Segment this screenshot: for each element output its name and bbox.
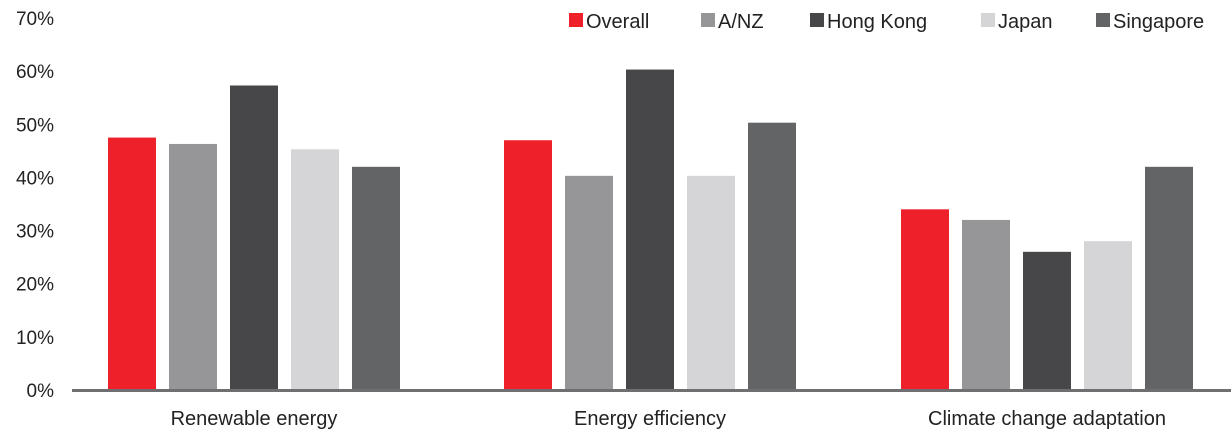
y-axis-ticks: 0% 10% 20% 30% 40% 50% 60% 70%: [16, 9, 54, 402]
legend: Overall A/NZ Hong Kong Japan Singapore: [569, 11, 1204, 33]
y-tick-label: 40%: [16, 168, 54, 189]
legend-label: Japan: [998, 11, 1053, 33]
y-tick-label: 20%: [16, 275, 54, 296]
bar: [1023, 252, 1071, 390]
bar: [291, 149, 339, 390]
y-tick-label: 70%: [16, 9, 54, 30]
legend-label: A/NZ: [718, 11, 764, 33]
bar: [1084, 241, 1132, 390]
bar: [169, 144, 217, 390]
category-label: Renewable energy: [171, 408, 338, 430]
bars-group: [108, 70, 1193, 390]
category-label: Climate change adaptation: [928, 408, 1166, 430]
bar: [504, 140, 552, 390]
legend-label: Singapore: [1113, 11, 1204, 33]
category-label: Energy efficiency: [574, 408, 726, 430]
bar: [626, 70, 674, 390]
legend-swatch: [981, 13, 995, 27]
legend-swatch: [701, 13, 715, 27]
bar: [108, 138, 156, 390]
bar: [748, 123, 796, 390]
legend-label: Hong Kong: [827, 11, 927, 33]
category-labels: Renewable energy Energy efficiency Climate…: [171, 408, 1166, 430]
legend-swatch: [569, 13, 583, 27]
bar: [962, 220, 1010, 390]
legend-swatch: [1096, 13, 1110, 27]
legend-swatch: [810, 13, 824, 27]
bar: [1145, 167, 1193, 390]
legend-label: Overall: [586, 11, 649, 33]
bar: [352, 167, 400, 390]
y-tick-label: 0%: [27, 381, 55, 402]
y-tick-label: 30%: [16, 222, 54, 243]
bar: [565, 176, 613, 390]
bar: [901, 209, 949, 390]
y-tick-label: 60%: [16, 62, 54, 83]
bar: [687, 176, 735, 390]
y-tick-label: 50%: [16, 115, 54, 136]
y-tick-label: 10%: [16, 328, 54, 349]
bar: [230, 85, 278, 390]
